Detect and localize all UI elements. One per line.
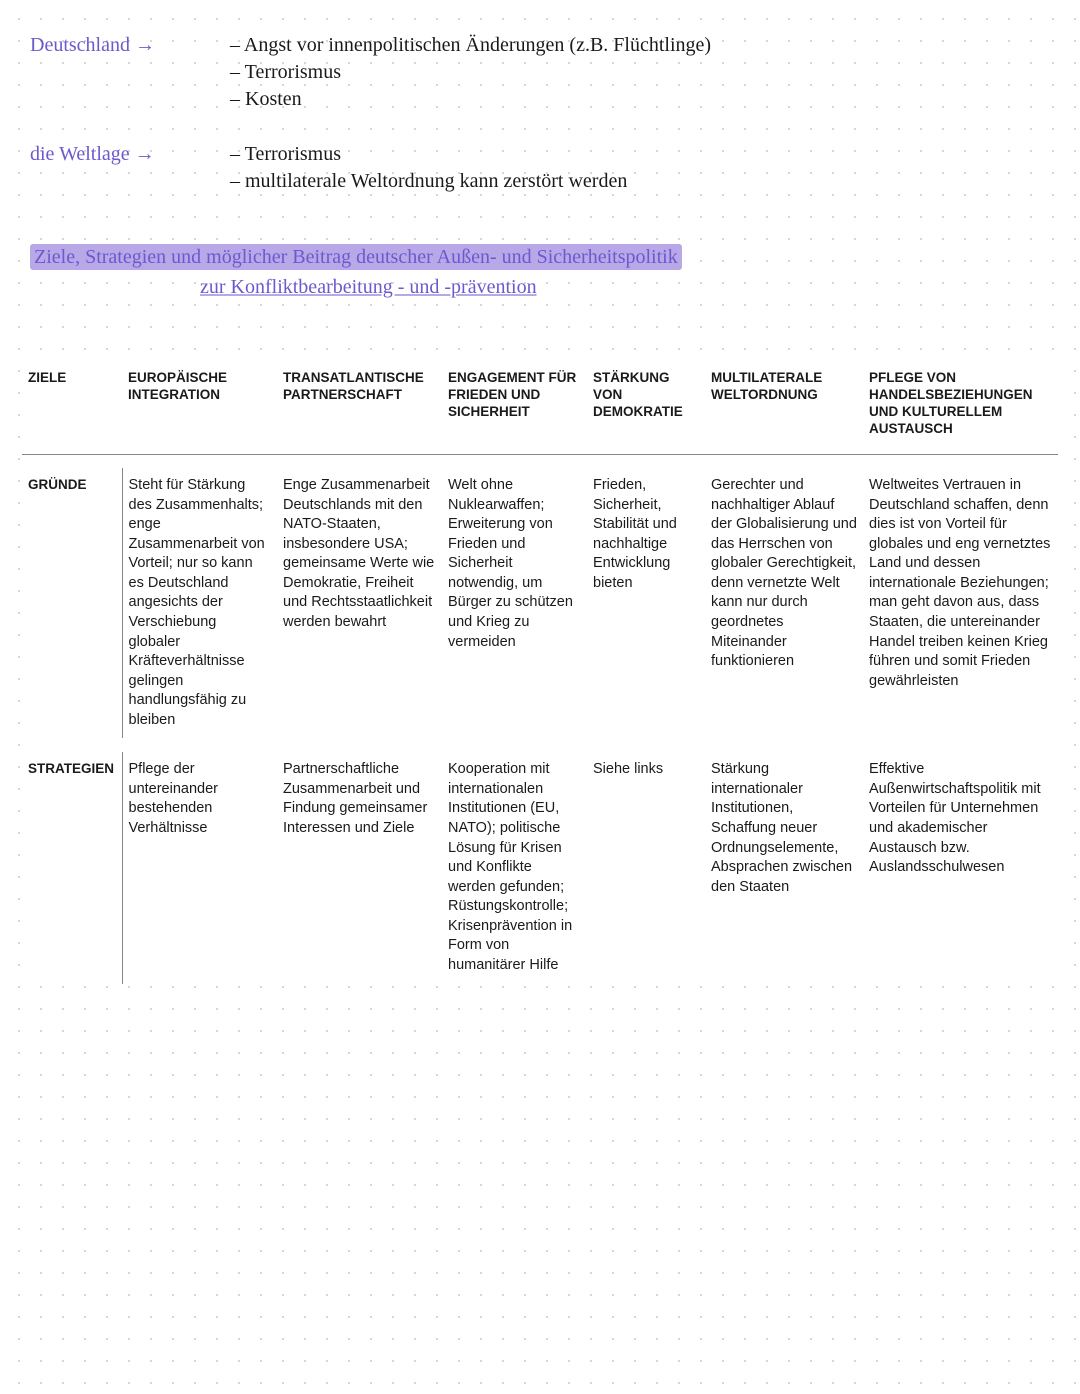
table-row: STRATEGIEN Pflege der untereinander best… <box>22 752 1058 983</box>
note-item: Terrorismus <box>230 141 1050 168</box>
note-row: die Weltlage → Terrorismus multilaterale… <box>30 141 1050 195</box>
col-header-engagement: ENGAGEMENT FÜR FRIEDEN UND SICHERHEIT <box>442 362 587 454</box>
col-header-ziele: ZIELE <box>22 362 122 454</box>
cell: Effektive Außenwirtschaftspolitik mit Vo… <box>863 752 1058 983</box>
policy-table: ZIELE EUROPÄISCHE INTEGRATION TRANSATLAN… <box>22 362 1058 984</box>
cell: Partnerschaftliche Zusammenarbeit und Fi… <box>277 752 442 983</box>
col-header-transatlantisch: TRANSATLANTISCHE PARTNERSCHAFT <box>277 362 442 454</box>
cell: Enge Zusammenarbeit Deutschlands mit den… <box>277 468 442 738</box>
note-item: Kosten <box>230 86 1050 113</box>
cell: Steht für Stärkung des Zusammenhalts; en… <box>122 468 277 738</box>
note-items: Terrorismus multilaterale Weltordnung ka… <box>230 141 1050 195</box>
cell: Welt ohne Nuklearwaffen; Erweiterung von… <box>442 468 587 738</box>
note-item: multilaterale Weltordnung kann zerstört … <box>230 168 1050 195</box>
table-row: GRÜNDE Steht für Stärkung des Zusammenha… <box>22 468 1058 738</box>
row-label-strategien: STRATEGIEN <box>22 752 122 983</box>
note-row: Deutschland → Angst vor innenpolitischen… <box>30 32 1050 113</box>
cell: Pflege der untereinander bestehenden Ver… <box>122 752 277 983</box>
row-label-gruende: GRÜNDE <box>22 468 122 738</box>
note-label-weltlage: die Weltlage → <box>30 141 230 168</box>
table-header-row: ZIELE EUROPÄISCHE INTEGRATION TRANSATLAN… <box>22 362 1058 454</box>
note-item: Angst vor innenpolitischen Änderungen (z… <box>230 32 1050 59</box>
note-item: Terrorismus <box>230 59 1050 86</box>
cell: Kooperation mit internationalen Institut… <box>442 752 587 983</box>
note-label-deutschland: Deutschland → <box>30 32 230 59</box>
cell: Stärkung internationaler Institutionen, … <box>705 752 863 983</box>
col-header-eu-integration: EUROPÄISCHE INTEGRATION <box>122 362 277 454</box>
cell: Gerechter und nachhaltiger Ablauf der Gl… <box>705 468 863 738</box>
col-header-demokratie: STÄRKUNG VON DEMOKRATIE <box>587 362 705 454</box>
col-header-multilateral: MULTILATERALE WELTORDNUNG <box>705 362 863 454</box>
note-items: Angst vor innenpolitischen Änderungen (z… <box>230 32 1050 113</box>
handwritten-notes: Deutschland → Angst vor innenpolitischen… <box>30 32 1050 223</box>
cell: Weltweites Vertrauen in Deutschland scha… <box>863 468 1058 738</box>
cell: Frieden, Sicherheit, Stabilität und nach… <box>587 468 705 738</box>
section-title-line2: zur Konfliktbearbeitung - und -präventio… <box>200 274 537 301</box>
table: ZIELE EUROPÄISCHE INTEGRATION TRANSATLAN… <box>22 362 1058 984</box>
col-header-handel: PFLEGE VON HANDELSBEZIEHUNGEN UND KULTUR… <box>863 362 1058 454</box>
cell: Siehe links <box>587 752 705 983</box>
section-title: Ziele, Strategien und möglicher Beitrag … <box>30 242 1050 301</box>
section-title-line1: Ziele, Strategien und möglicher Beitrag … <box>30 244 682 270</box>
